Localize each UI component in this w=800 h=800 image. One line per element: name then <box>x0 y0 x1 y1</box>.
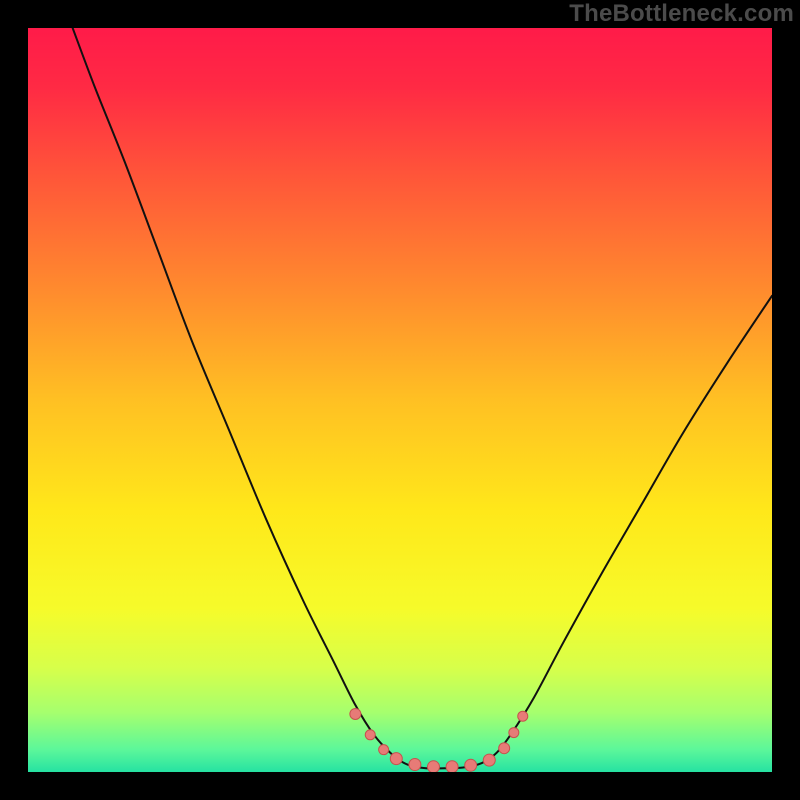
valley-marker <box>409 759 421 771</box>
valley-marker <box>465 759 477 771</box>
plot-area <box>28 28 772 772</box>
valley-marker <box>518 711 528 721</box>
valley-marker <box>350 708 361 719</box>
chart-frame: { "canvas": { "width": 800, "height": 80… <box>0 0 800 800</box>
valley-marker <box>499 743 510 754</box>
valley-marker <box>427 761 439 772</box>
valley-marker <box>365 730 375 740</box>
valley-marker <box>446 761 458 772</box>
watermark-label: TheBottleneck.com <box>569 0 794 28</box>
valley-marker <box>509 728 519 738</box>
valley-marker <box>483 754 495 766</box>
valley-marker <box>379 745 389 755</box>
bottleneck-curve <box>73 28 772 769</box>
valley-marker <box>390 753 402 765</box>
curve-layer <box>28 28 772 772</box>
